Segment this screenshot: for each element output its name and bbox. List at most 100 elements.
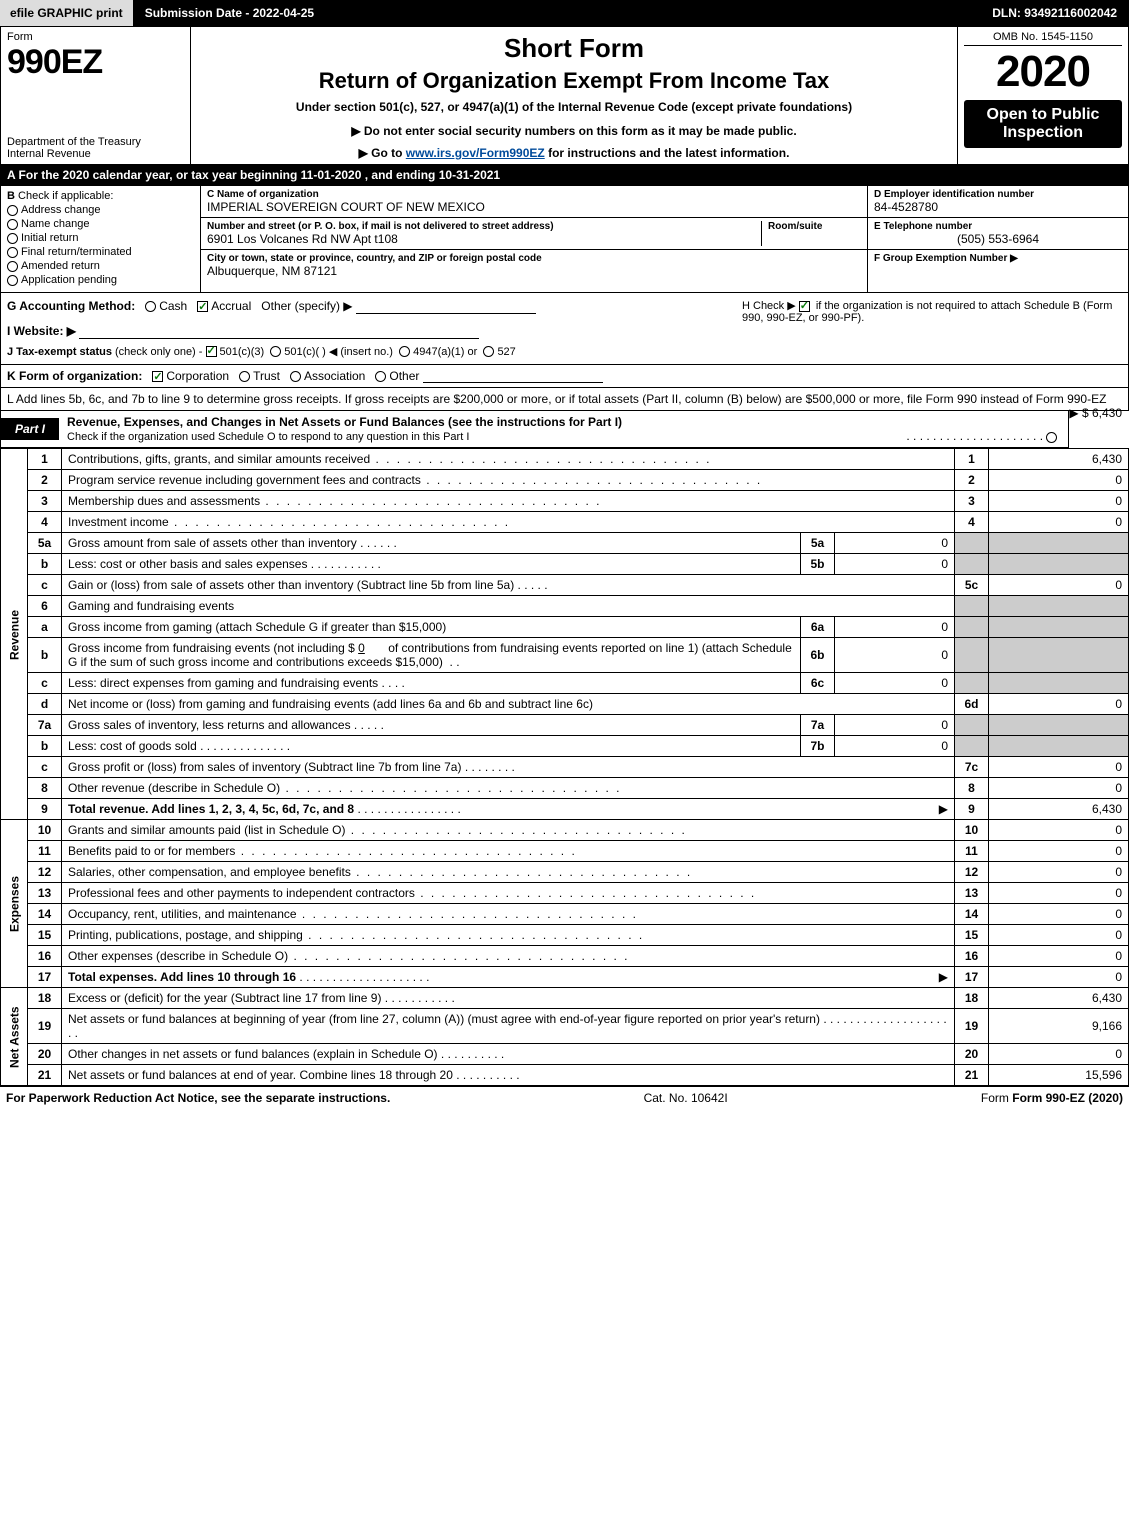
line-5b-sn: 5b — [801, 554, 835, 575]
check-application-pending[interactable]: Application pending — [7, 274, 194, 286]
line-19-text: Net assets or fund balances at beginning… — [62, 1009, 955, 1044]
line-6c-samt: 0 — [835, 673, 955, 694]
l-text: L Add lines 5b, 6c, and 7b to line 9 to … — [7, 392, 1106, 406]
line-6b-samt: 0 — [835, 638, 955, 673]
line-6a-samt: 0 — [835, 617, 955, 638]
line-13-text: Professional fees and other payments to … — [62, 883, 955, 904]
street-label: Number and street (or P. O. box, if mail… — [207, 221, 761, 232]
section-c-org: C Name of organization IMPERIAL SOVEREIG… — [201, 186, 868, 292]
other-org-field[interactable] — [423, 369, 603, 383]
line-3-amt: 0 — [989, 491, 1129, 512]
line-6c-num: c — [28, 673, 62, 694]
line-8-amt: 0 — [989, 778, 1129, 799]
line-7a-num: 7a — [28, 715, 62, 736]
trust-label: Trust — [253, 369, 280, 383]
table-row: 2 Program service revenue including gove… — [1, 470, 1129, 491]
check-final-return[interactable]: Final return/terminated — [7, 246, 194, 258]
line-7c-num: c — [28, 757, 62, 778]
table-row: c Gross profit or (loss) from sales of i… — [1, 757, 1129, 778]
line-6a-text: Gross income from gaming (attach Schedul… — [62, 617, 801, 638]
line-5a-shade — [955, 533, 989, 554]
table-row: 16 Other expenses (describe in Schedule … — [1, 946, 1129, 967]
phone-label: E Telephone number — [874, 221, 1122, 232]
line-20-text: Other changes in net assets or fund bala… — [62, 1044, 955, 1065]
line-16-num: 16 — [28, 946, 62, 967]
irs-link[interactable]: www.irs.gov/Form990EZ — [406, 146, 545, 160]
radio-527[interactable] — [483, 346, 494, 357]
org-name-label: C Name of organization — [207, 189, 861, 200]
website-field[interactable] — [79, 325, 479, 339]
submission-date-label: Submission Date - 2022-04-25 — [133, 2, 326, 24]
line-21-text: Net assets or fund balances at end of ye… — [62, 1065, 955, 1086]
line-7a-text: Gross sales of inventory, less returns a… — [62, 715, 801, 736]
table-row: 6 Gaming and fundraising events — [1, 596, 1129, 617]
table-row: a Gross income from gaming (attach Sched… — [1, 617, 1129, 638]
section-d-e-f: D Employer identification number 84-4528… — [868, 186, 1128, 292]
tax-year: 2020 — [964, 50, 1122, 94]
part-1-header: Part I Revenue, Expenses, and Changes in… — [0, 411, 1069, 448]
check-address-change[interactable]: Address change — [7, 204, 194, 216]
line-3-idx: 3 — [955, 491, 989, 512]
line-7b-num: b — [28, 736, 62, 757]
line-6b-sn: 6b — [801, 638, 835, 673]
check-h[interactable] — [799, 301, 810, 312]
line-9-idx: 9 — [955, 799, 989, 820]
line-21-num: 21 — [28, 1065, 62, 1086]
line-14-num: 14 — [28, 904, 62, 925]
check-address-change-label: Address change — [21, 204, 101, 216]
line-18-idx: 18 — [955, 988, 989, 1009]
check-501c3[interactable] — [206, 346, 217, 357]
527-label: 527 — [497, 346, 515, 358]
line-11-text: Benefits paid to or for members — [62, 841, 955, 862]
line-17-amt: 0 — [989, 967, 1129, 988]
check-amended-return[interactable]: Amended return — [7, 260, 194, 272]
line-4-amt: 0 — [989, 512, 1129, 533]
check-schedule-o[interactable] — [1046, 432, 1057, 443]
other-specify-field[interactable] — [356, 300, 536, 314]
org-identification-block: B Check if applicable: Address change Na… — [0, 186, 1129, 293]
radio-4947[interactable] — [399, 346, 410, 357]
line-7b-samt: 0 — [835, 736, 955, 757]
501c-label: 501(c)( ) ◀ (insert no.) — [284, 346, 393, 358]
radio-trust[interactable] — [239, 371, 250, 382]
table-row: 13 Professional fees and other payments … — [1, 883, 1129, 904]
line-7a-samt: 0 — [835, 715, 955, 736]
netassets-side-label: Net Assets — [1, 988, 28, 1086]
check-application-pending-label: Application pending — [21, 274, 117, 286]
line-3-num: 3 — [28, 491, 62, 512]
line-8-text: Other revenue (describe in Schedule O) — [62, 778, 955, 799]
line-16-amt: 0 — [989, 946, 1129, 967]
line-5a-num: 5a — [28, 533, 62, 554]
org-name-value: IMPERIAL SOVEREIGN COURT OF NEW MEXICO — [207, 200, 861, 214]
line-11-amt: 0 — [989, 841, 1129, 862]
table-row: 11 Benefits paid to or for members 11 0 — [1, 841, 1129, 862]
table-row: 4 Investment income 4 0 — [1, 512, 1129, 533]
check-accrual[interactable] — [197, 301, 208, 312]
line-10-text: Grants and similar amounts paid (list in… — [62, 820, 955, 841]
check-name-change-label: Name change — [21, 218, 90, 230]
corp-label: Corporation — [166, 369, 229, 383]
line-15-amt: 0 — [989, 925, 1129, 946]
ssn-notice: ▶ Do not enter social security numbers o… — [197, 124, 951, 138]
k-label: K Form of organization: — [7, 369, 142, 383]
city-label: City or town, state or province, country… — [207, 253, 861, 264]
check-initial-return[interactable]: Initial return — [7, 232, 194, 244]
radio-association[interactable] — [290, 371, 301, 382]
line-16-text: Other expenses (describe in Schedule O) — [62, 946, 955, 967]
section-b-check-text: Check if applicable: — [18, 190, 113, 202]
radio-cash[interactable] — [145, 301, 156, 312]
check-name-change[interactable]: Name change — [7, 218, 194, 230]
table-row: 5a Gross amount from sale of assets othe… — [1, 533, 1129, 554]
line-9-num: 9 — [28, 799, 62, 820]
radio-501c[interactable] — [270, 346, 281, 357]
radio-other-org[interactable] — [375, 371, 386, 382]
line-7c-idx: 7c — [955, 757, 989, 778]
goto-suffix: for instructions and the latest informat… — [548, 146, 789, 160]
line-3-text: Membership dues and assessments — [62, 491, 955, 512]
line-5a-sn: 5a — [801, 533, 835, 554]
ein-value: 84-4528780 — [874, 200, 1122, 214]
table-row: Net Assets 18 Excess or (deficit) for th… — [1, 988, 1129, 1009]
check-corporation[interactable] — [152, 371, 163, 382]
line-12-idx: 12 — [955, 862, 989, 883]
table-row: 15 Printing, publications, postage, and … — [1, 925, 1129, 946]
